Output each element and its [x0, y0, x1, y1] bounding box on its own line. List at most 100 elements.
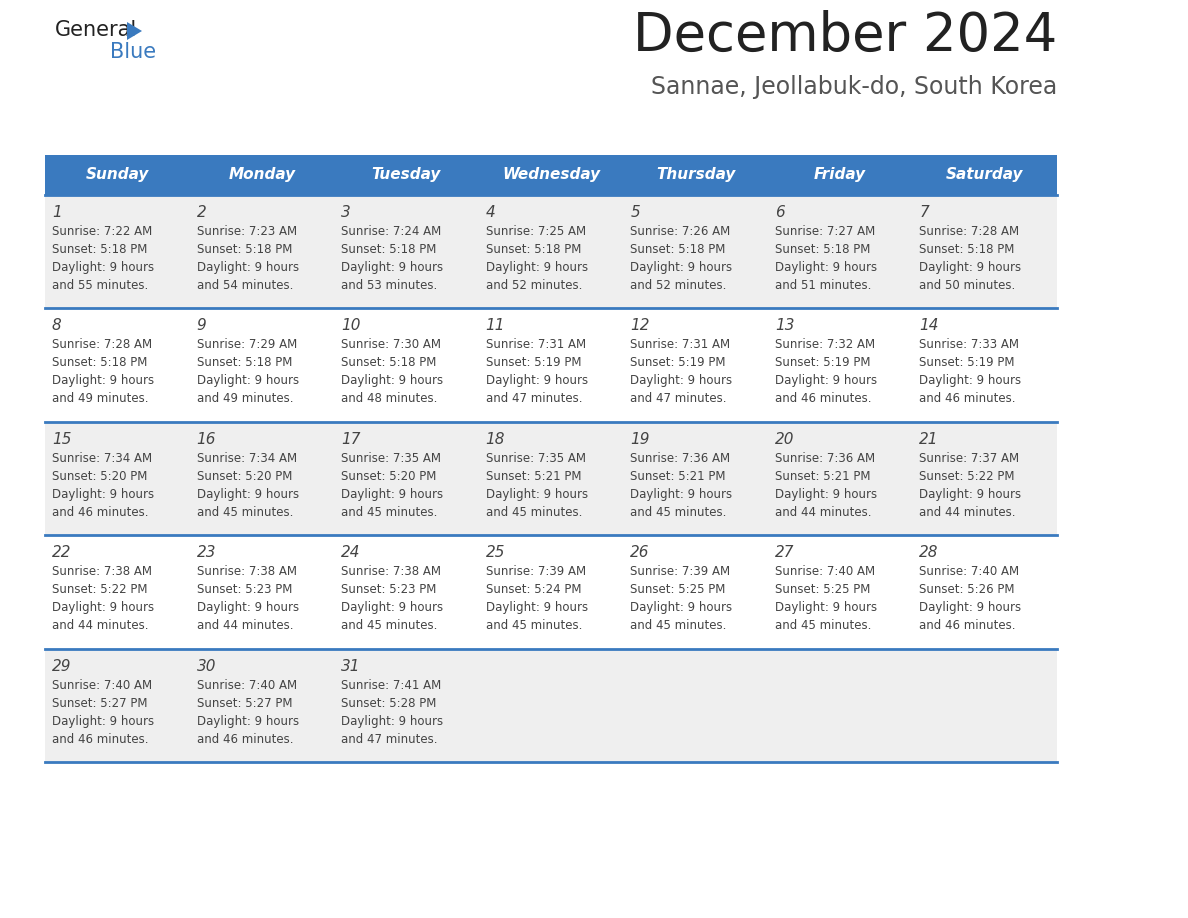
Text: Sunrise: 7:31 AM: Sunrise: 7:31 AM — [631, 339, 731, 352]
Text: Sunrise: 7:40 AM: Sunrise: 7:40 AM — [920, 565, 1019, 578]
Text: Sunset: 5:21 PM: Sunset: 5:21 PM — [775, 470, 871, 483]
Text: 19: 19 — [631, 431, 650, 447]
Text: Sunset: 5:18 PM: Sunset: 5:18 PM — [775, 243, 871, 256]
Text: Daylight: 9 hours: Daylight: 9 hours — [196, 487, 298, 501]
Text: 9: 9 — [196, 319, 207, 333]
Text: Sunrise: 7:27 AM: Sunrise: 7:27 AM — [775, 225, 876, 238]
Text: Daylight: 9 hours: Daylight: 9 hours — [486, 601, 588, 614]
Text: 16: 16 — [196, 431, 216, 447]
Text: 10: 10 — [341, 319, 361, 333]
Text: 11: 11 — [486, 319, 505, 333]
Bar — [45, 421, 1057, 535]
Text: Sunset: 5:22 PM: Sunset: 5:22 PM — [52, 583, 147, 596]
Text: Thursday: Thursday — [656, 167, 735, 183]
Text: 14: 14 — [920, 319, 939, 333]
Text: Daylight: 9 hours: Daylight: 9 hours — [341, 714, 443, 728]
Bar — [45, 649, 1057, 762]
Text: Sunset: 5:18 PM: Sunset: 5:18 PM — [52, 243, 147, 256]
Text: and 50 minutes.: and 50 minutes. — [920, 279, 1016, 292]
Text: Daylight: 9 hours: Daylight: 9 hours — [631, 487, 733, 501]
Text: Sunset: 5:22 PM: Sunset: 5:22 PM — [920, 470, 1015, 483]
Text: Sunrise: 7:22 AM: Sunrise: 7:22 AM — [52, 225, 152, 238]
Text: Daylight: 9 hours: Daylight: 9 hours — [631, 261, 733, 274]
Text: Sunset: 5:19 PM: Sunset: 5:19 PM — [920, 356, 1015, 369]
Text: 17: 17 — [341, 431, 361, 447]
Text: Sunrise: 7:28 AM: Sunrise: 7:28 AM — [920, 225, 1019, 238]
Text: Daylight: 9 hours: Daylight: 9 hours — [52, 375, 154, 387]
Text: Daylight: 9 hours: Daylight: 9 hours — [341, 261, 443, 274]
Text: and 46 minutes.: and 46 minutes. — [920, 620, 1016, 633]
Text: and 45 minutes.: and 45 minutes. — [631, 620, 727, 633]
Text: Sunset: 5:21 PM: Sunset: 5:21 PM — [631, 470, 726, 483]
Text: Sunrise: 7:28 AM: Sunrise: 7:28 AM — [52, 339, 152, 352]
Text: 27: 27 — [775, 545, 795, 560]
Text: 5: 5 — [631, 205, 640, 220]
Text: Sunrise: 7:23 AM: Sunrise: 7:23 AM — [196, 225, 297, 238]
Bar — [45, 308, 1057, 421]
Text: 26: 26 — [631, 545, 650, 560]
Text: 6: 6 — [775, 205, 784, 220]
Text: and 46 minutes.: and 46 minutes. — [52, 506, 148, 519]
Text: Sunset: 5:23 PM: Sunset: 5:23 PM — [341, 583, 436, 596]
Text: Sunset: 5:26 PM: Sunset: 5:26 PM — [920, 583, 1015, 596]
Text: Sunset: 5:21 PM: Sunset: 5:21 PM — [486, 470, 581, 483]
Text: and 54 minutes.: and 54 minutes. — [196, 279, 293, 292]
Text: Sunday: Sunday — [86, 167, 148, 183]
Text: Daylight: 9 hours: Daylight: 9 hours — [920, 601, 1022, 614]
Text: Daylight: 9 hours: Daylight: 9 hours — [196, 601, 298, 614]
Text: Sunset: 5:18 PM: Sunset: 5:18 PM — [341, 356, 436, 369]
Text: Sunrise: 7:38 AM: Sunrise: 7:38 AM — [341, 565, 441, 578]
Text: Sunset: 5:24 PM: Sunset: 5:24 PM — [486, 583, 581, 596]
Text: Daylight: 9 hours: Daylight: 9 hours — [486, 261, 588, 274]
Text: and 46 minutes.: and 46 minutes. — [52, 733, 148, 745]
Text: Daylight: 9 hours: Daylight: 9 hours — [196, 375, 298, 387]
Text: Sunrise: 7:40 AM: Sunrise: 7:40 AM — [52, 678, 152, 691]
Text: Sunset: 5:25 PM: Sunset: 5:25 PM — [631, 583, 726, 596]
Text: Daylight: 9 hours: Daylight: 9 hours — [920, 261, 1022, 274]
Text: and 45 minutes.: and 45 minutes. — [341, 620, 437, 633]
Text: Daylight: 9 hours: Daylight: 9 hours — [775, 601, 877, 614]
Text: Sunrise: 7:40 AM: Sunrise: 7:40 AM — [196, 678, 297, 691]
Text: Daylight: 9 hours: Daylight: 9 hours — [631, 601, 733, 614]
Text: and 49 minutes.: and 49 minutes. — [52, 392, 148, 406]
Text: Sunset: 5:18 PM: Sunset: 5:18 PM — [196, 243, 292, 256]
Text: 12: 12 — [631, 319, 650, 333]
Text: 30: 30 — [196, 658, 216, 674]
Text: and 44 minutes.: and 44 minutes. — [52, 620, 148, 633]
Text: and 47 minutes.: and 47 minutes. — [631, 392, 727, 406]
Text: Tuesday: Tuesday — [372, 167, 441, 183]
Text: Sunrise: 7:34 AM: Sunrise: 7:34 AM — [52, 452, 152, 465]
Text: and 45 minutes.: and 45 minutes. — [631, 506, 727, 519]
Polygon shape — [127, 22, 143, 40]
Bar — [45, 535, 1057, 649]
Text: Wednesday: Wednesday — [503, 167, 600, 183]
Text: Daylight: 9 hours: Daylight: 9 hours — [196, 261, 298, 274]
Text: and 47 minutes.: and 47 minutes. — [341, 733, 437, 745]
Text: and 44 minutes.: and 44 minutes. — [920, 506, 1016, 519]
Text: Sunset: 5:25 PM: Sunset: 5:25 PM — [775, 583, 871, 596]
Text: Sunrise: 7:32 AM: Sunrise: 7:32 AM — [775, 339, 876, 352]
Text: 7: 7 — [920, 205, 929, 220]
Text: Daylight: 9 hours: Daylight: 9 hours — [52, 487, 154, 501]
Text: and 46 minutes.: and 46 minutes. — [775, 392, 871, 406]
Text: Daylight: 9 hours: Daylight: 9 hours — [920, 375, 1022, 387]
Text: Sunset: 5:27 PM: Sunset: 5:27 PM — [196, 697, 292, 710]
Text: Friday: Friday — [814, 167, 866, 183]
Text: Sunrise: 7:25 AM: Sunrise: 7:25 AM — [486, 225, 586, 238]
Text: 15: 15 — [52, 431, 71, 447]
Text: Sunset: 5:18 PM: Sunset: 5:18 PM — [341, 243, 436, 256]
Text: 20: 20 — [775, 431, 795, 447]
Text: Sunrise: 7:40 AM: Sunrise: 7:40 AM — [775, 565, 876, 578]
Text: and 45 minutes.: and 45 minutes. — [341, 506, 437, 519]
Text: Daylight: 9 hours: Daylight: 9 hours — [631, 375, 733, 387]
Text: Sunset: 5:18 PM: Sunset: 5:18 PM — [920, 243, 1015, 256]
Text: 2: 2 — [196, 205, 207, 220]
Text: Sunset: 5:19 PM: Sunset: 5:19 PM — [486, 356, 581, 369]
Text: Sunrise: 7:33 AM: Sunrise: 7:33 AM — [920, 339, 1019, 352]
Text: 3: 3 — [341, 205, 350, 220]
Text: and 44 minutes.: and 44 minutes. — [775, 506, 871, 519]
Text: Sunrise: 7:37 AM: Sunrise: 7:37 AM — [920, 452, 1019, 465]
Text: 4: 4 — [486, 205, 495, 220]
Text: 23: 23 — [196, 545, 216, 560]
Text: Sunrise: 7:41 AM: Sunrise: 7:41 AM — [341, 678, 442, 691]
